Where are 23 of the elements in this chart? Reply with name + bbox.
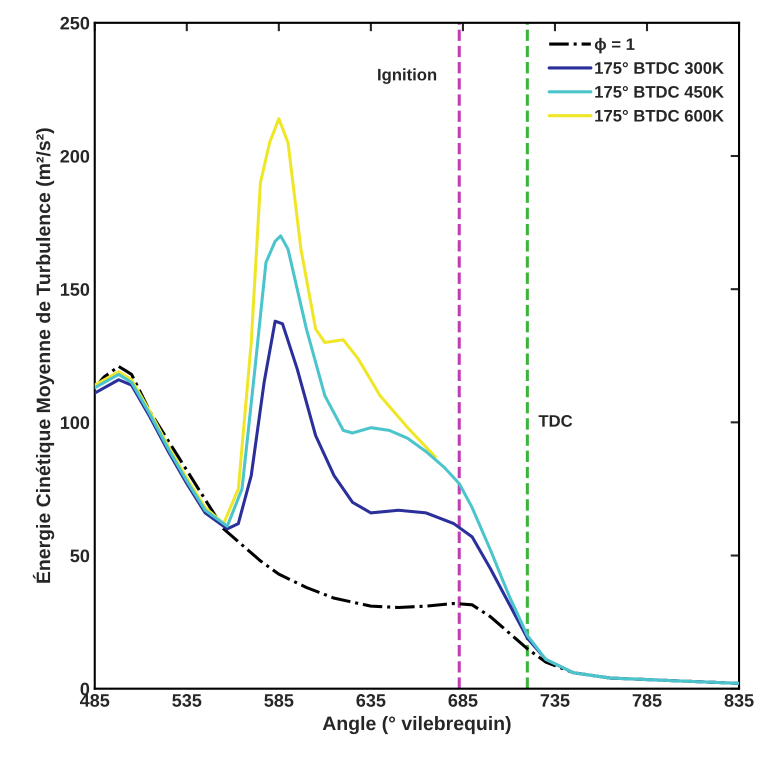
x-tick-label: 535 [172,694,202,707]
y-tick-label: 250 [60,16,90,30]
line-series [94,234,740,685]
x-tick-label: 585 [264,694,294,707]
x-tick-label: 485 [80,694,110,707]
x-axis-title: Angle (° vilebrequin) [322,716,511,734]
y-tick-label: 200 [60,150,90,163]
y-tick-label: 100 [60,416,90,430]
ref-line-label: TDC [538,415,572,427]
legend-label: ϕ = 1 [594,38,634,54]
y-tick-label: 150 [60,283,90,296]
y-axis-title: Énergie Cinétique Moyenne de Turbulence (m²/s²) [32,128,54,583]
x-tick-label: 685 [448,694,478,707]
x-tick-label: 635 [356,694,386,707]
y-tick-label: 50 [70,549,90,562]
legend-label: 175° BTDC 450K [595,86,724,98]
x-tick-label: 735 [540,694,570,707]
y-tick-label: 0 [80,682,90,696]
x-tick-label: 785 [632,694,662,707]
legend-label: 175° BTDC 600K [595,110,724,122]
ref-line-label: Ignition [378,68,436,84]
legend-label: 175° BTDC 300K [595,62,724,74]
x-tick-label: 835 [724,694,754,707]
